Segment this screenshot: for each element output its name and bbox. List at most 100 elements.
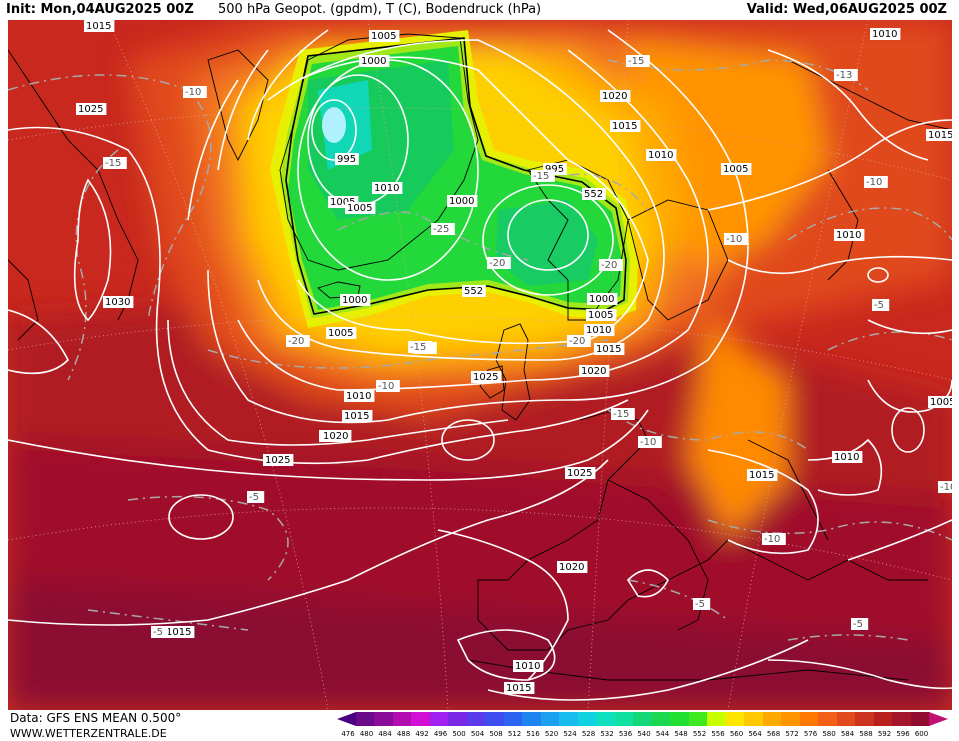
legend-color-box [392, 712, 412, 726]
pressure-label: 1005 [928, 396, 952, 408]
svg-text:1005: 1005 [330, 197, 355, 208]
svg-text:-5: -5 [153, 627, 163, 638]
svg-text:1015: 1015 [86, 21, 111, 32]
pressure-label: 1015 [747, 469, 778, 481]
legend-tick-label: 556 [711, 730, 725, 738]
legend-tick-label: 572 [785, 730, 799, 738]
geopotential-552-contour [285, 37, 627, 315]
temperature-label: -20 [487, 257, 511, 269]
website-credit: WWW.WETTERZENTRALE.DE [10, 727, 167, 740]
temperature-label: -5 [247, 491, 265, 503]
svg-text:1020: 1020 [559, 562, 584, 573]
temperature-label: -15 [103, 157, 127, 169]
legend-tick-label: 596 [896, 730, 910, 738]
pressure-label: 1005 [326, 327, 357, 339]
svg-text:-5: -5 [695, 599, 705, 610]
legend-tick-label: 520 [544, 730, 559, 738]
svg-text:-13: -13 [836, 70, 852, 81]
legend-tick-label: 532 [600, 730, 614, 738]
pressure-label: 1005 [721, 163, 752, 175]
svg-text:1025: 1025 [78, 104, 103, 115]
svg-text:1010: 1010 [346, 391, 371, 402]
temperature-label: -15 [626, 55, 650, 67]
pressure-label: 1015 [926, 129, 952, 141]
pressure-label: 1015 [342, 410, 373, 422]
svg-text:-10: -10 [866, 177, 882, 188]
legend-color-box [522, 712, 541, 726]
temperature-label: -20 [286, 335, 310, 347]
legend-tick-label: 548 [674, 730, 688, 738]
legend-color-box [651, 712, 671, 726]
legend-color-box [503, 712, 523, 726]
temperature-label: -15 [531, 170, 555, 182]
pressure-label: 1020 [321, 430, 352, 442]
pressure-label: 1000 [587, 293, 618, 305]
svg-text:-5: -5 [874, 300, 884, 311]
svg-text:1005: 1005 [328, 328, 353, 339]
svg-text:-15: -15 [613, 409, 629, 420]
svg-text:-20: -20 [288, 336, 304, 347]
pressure-label: 1015 [594, 343, 625, 355]
legend-tick-label: 600 [914, 730, 929, 738]
map-header: Init: Mon,04AUG2025 00Z 500 hPa Geopot. … [0, 0, 959, 20]
temperature-label: -10 [376, 380, 400, 392]
svg-text:1020: 1020 [602, 91, 627, 102]
weather-map[interactable]: 1015100510001010102510201015995101010051… [8, 20, 952, 710]
legend-tick-label: 504 [470, 730, 485, 738]
legend-color-box [577, 712, 597, 726]
svg-text:1000: 1000 [361, 56, 386, 67]
pressure-label: 1030 [103, 296, 134, 308]
legend-color-box [688, 712, 708, 726]
legend-color-box [799, 712, 819, 726]
temperature-labels: -10-15-15-15-15-25-20-20-20-20-15-10-15-… [103, 55, 952, 638]
geopotential-labels: 552 552 [462, 188, 606, 297]
svg-text:995: 995 [337, 154, 356, 165]
temperature-label: -10 [183, 86, 207, 98]
pressure-label: 1010 [513, 660, 544, 672]
svg-text:1015: 1015 [749, 470, 774, 481]
legend-color-box [910, 712, 930, 726]
legend-tick-label: 528 [581, 730, 596, 738]
svg-text:1000: 1000 [589, 294, 614, 305]
svg-text:1010: 1010 [515, 661, 540, 672]
legend-tick-label: 560 [729, 730, 744, 738]
legend-color-box [466, 712, 486, 726]
data-source: Data: GFS ENS MEAN 0.500° [10, 711, 182, 725]
pressure-label: 1025 [76, 103, 107, 115]
pressure-label: 1005 [369, 30, 400, 42]
temperature-label: -13 [834, 69, 858, 81]
pressure-label: 1010 [870, 28, 901, 40]
pressure-label: 1020 [579, 365, 610, 377]
svg-text:1005: 1005 [930, 397, 952, 408]
svg-text:1020: 1020 [581, 366, 606, 377]
svg-text:-10: -10 [378, 381, 394, 392]
legend-color-box [725, 712, 745, 726]
init-time: Init: Mon,04AUG2025 00Z [6, 2, 194, 17]
svg-text:1015: 1015 [506, 683, 531, 694]
legend-tick-label: 512 [507, 730, 522, 738]
svg-text:1005: 1005 [347, 203, 372, 214]
legend-color-box [633, 712, 652, 726]
geopotential-label: 552 [462, 285, 486, 297]
svg-text:-15: -15 [628, 56, 644, 67]
svg-text:-5: -5 [853, 619, 863, 630]
legend-tick-label: 516 [526, 730, 540, 738]
svg-text:1000: 1000 [449, 196, 474, 207]
legend-color-box [411, 712, 430, 726]
svg-text:1025: 1025 [567, 468, 592, 479]
pressure-label: 995 [335, 153, 359, 165]
svg-text:-20: -20 [489, 258, 505, 269]
temperature-fill [8, 20, 952, 710]
geopotential-label: 552 [582, 188, 606, 200]
pressure-label: 1005 [345, 202, 376, 214]
svg-text:-10: -10 [726, 234, 742, 245]
temperature-label: -10 [638, 436, 662, 448]
temperature-label: -20 [599, 259, 623, 271]
legend-color-box [355, 712, 375, 726]
pressure-label: 1025 [263, 454, 294, 466]
pressure-label: 1015 [84, 20, 115, 32]
pressure-label: 1025 [471, 371, 502, 383]
temperature-label: -10 [938, 481, 952, 493]
pressure-label: 1010 [834, 229, 865, 241]
legend-tick-label: 484 [378, 730, 392, 738]
